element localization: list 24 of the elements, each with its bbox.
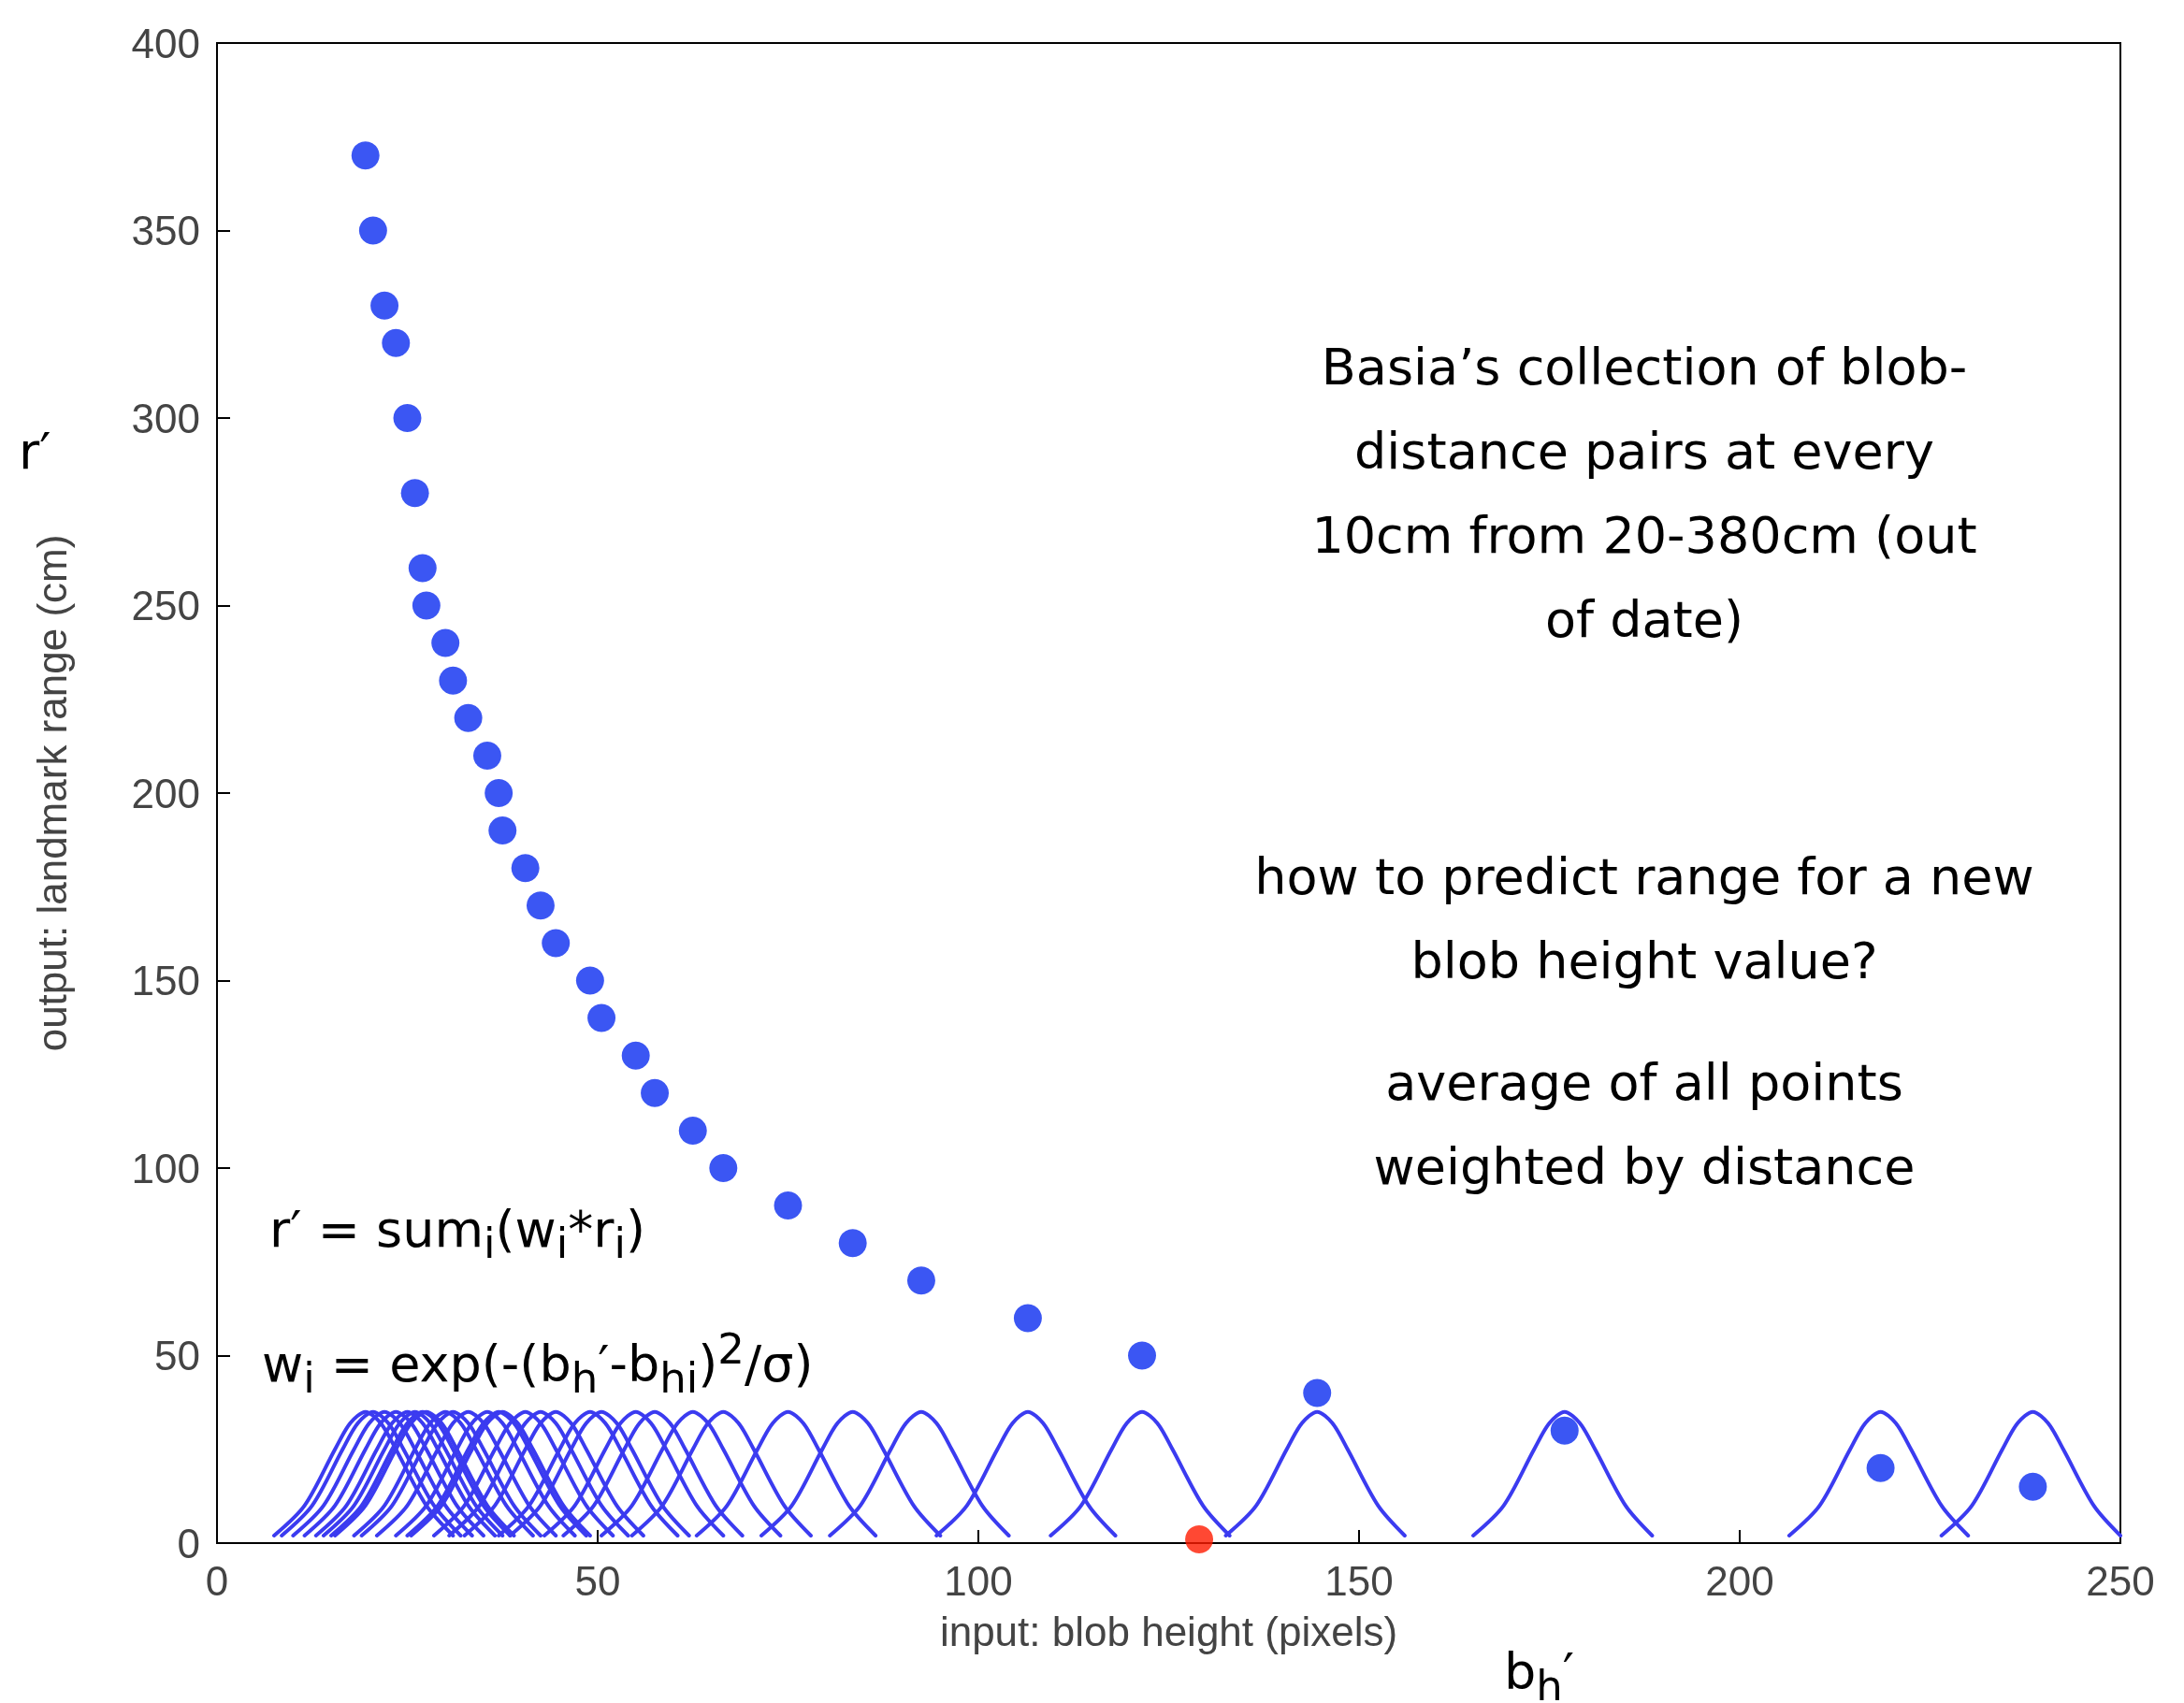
- x-tick-label: 150: [1324, 1557, 1394, 1604]
- y-tick-label: 350: [131, 208, 200, 253]
- text: w$_{i}$ = exp(-(b$_{h}$′-b$_{hi}$)$^{2}$/σ): [262, 1324, 814, 1403]
- y-tick-label: 100: [131, 1145, 200, 1191]
- y-axis-title: output: landmark range (cm): [28, 534, 75, 1052]
- annotation: how to predict range for a new blob height value?: [1253, 846, 2035, 992]
- annotation: average of all points weighted by distance: [1372, 1052, 1916, 1198]
- text: r′: [19, 421, 52, 483]
- x-tick-label: 100: [944, 1557, 1013, 1604]
- annotation: r′ = sum$_{i}$(w$_{i}$*r$_{i}$): [269, 1199, 647, 1270]
- x-tick-label: 0: [205, 1557, 229, 1604]
- x-tick-label: 250: [2086, 1557, 2155, 1604]
- x-axis-title: input: blob height (pixels): [939, 1608, 1398, 1654]
- y-tick-label: 50: [154, 1333, 200, 1378]
- y-tick-label: 300: [131, 395, 200, 441]
- y-tick-label: 250: [131, 583, 200, 628]
- text: b$_{h}$′: [1504, 1641, 1576, 1703]
- y-tick-label: 400: [131, 20, 200, 66]
- y-tick-label: 200: [131, 770, 200, 816]
- y-tick-label: 150: [131, 958, 200, 1003]
- annotation: Basia’s collection of blob-distance pairs at every 10cm from 20-380cm (out of date): [1310, 337, 1978, 651]
- x-tick-label: 50: [574, 1557, 621, 1604]
- y-tick-label: 0: [177, 1520, 200, 1566]
- x-tick-label: 200: [1705, 1557, 1774, 1604]
